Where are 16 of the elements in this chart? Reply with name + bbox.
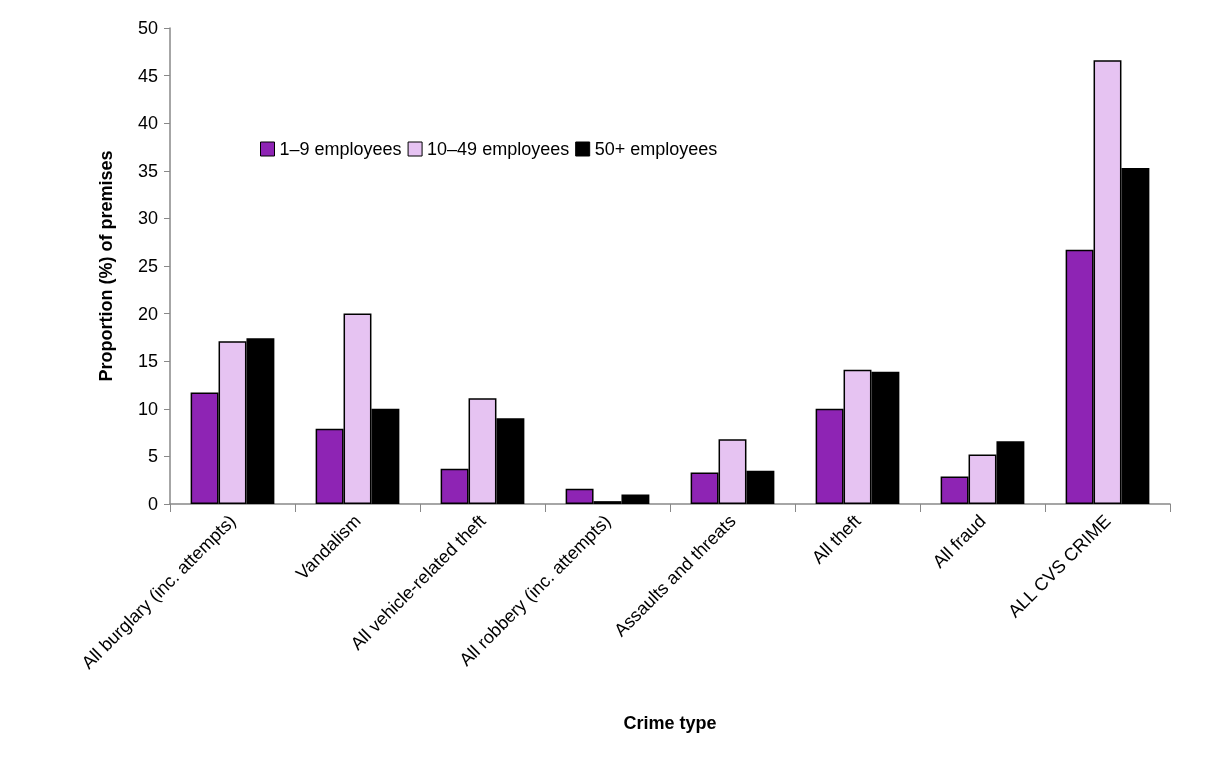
- y-axis-title: Proportion (%) of premises: [96, 150, 116, 382]
- y-tick-label: 0: [147, 494, 158, 514]
- y-tick-label: 25: [137, 256, 158, 276]
- y-tick-label: 20: [137, 303, 158, 324]
- y-tick-label: 35: [137, 160, 158, 181]
- y-tick-label: 45: [137, 65, 158, 86]
- y-tick-label: 15: [137, 351, 158, 372]
- y-tick-label: 10: [137, 398, 158, 419]
- y-tick-label: 40: [137, 113, 158, 134]
- y-tick-label: 50: [137, 18, 158, 38]
- x-axis-title: Crime type: [623, 713, 717, 733]
- legend-label: 1–9 employees: [279, 139, 402, 159]
- legend-label: 10–49 employees: [427, 139, 570, 159]
- legend-label: 50+ employees: [594, 139, 718, 159]
- y-tick-label: 30: [137, 208, 158, 229]
- y-tick-label: 5: [147, 446, 158, 467]
